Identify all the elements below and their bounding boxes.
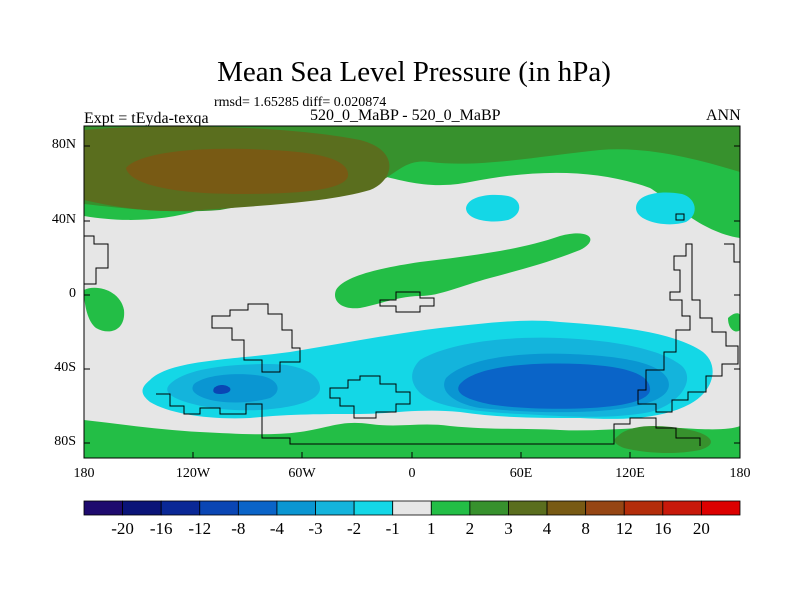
- colorbar-swatch: [276, 500, 316, 516]
- x-tick-label: 60E: [509, 466, 533, 481]
- comparison-label: 520_0_MaBP - 520_0_MaBP: [310, 107, 501, 124]
- contour-east-boundary-positive: [728, 313, 740, 332]
- colorbar-swatch: [237, 500, 278, 516]
- colorbar-swatch: [469, 500, 509, 516]
- colorbar-swatch: [315, 500, 355, 516]
- colorbar-label: 8: [581, 519, 590, 538]
- x-tick-label: 180: [729, 466, 751, 481]
- contour-southern-pacific-negative-3: [192, 374, 278, 403]
- coastline-south-continent: [156, 393, 701, 446]
- experiment-label: Expt = tEyda-texqa: [84, 110, 209, 127]
- x-tick-label: 120E: [615, 466, 645, 481]
- colorbar-swatch: [508, 500, 548, 516]
- coastline-tropical-island: [379, 291, 435, 313]
- colorbar-label: -8: [231, 519, 246, 538]
- colorbar-label: -16: [149, 519, 173, 538]
- coastlines: [84, 213, 740, 446]
- contour-west-pacific-positive: [84, 287, 125, 332]
- contour-tropical-positive: [335, 233, 591, 309]
- coastline-west-continent: [211, 303, 301, 373]
- colorbar-swatch: [546, 500, 587, 516]
- x-tick-marks: [83, 452, 741, 458]
- coastline-small-island: [675, 213, 685, 221]
- colorbar-label: 2: [465, 519, 475, 538]
- coastline-east-edge: [724, 243, 740, 263]
- colorbar-label: -4: [269, 519, 285, 538]
- colorbar-label: -20: [111, 519, 134, 538]
- season-label: ANN: [706, 107, 741, 124]
- colorbar-swatch: [83, 500, 123, 516]
- y-tick-label: 0: [69, 286, 76, 301]
- colorbar-swatch: [701, 500, 741, 516]
- colorbar-label: 16: [654, 519, 672, 538]
- x-tick-label: 0: [408, 466, 416, 481]
- colorbar-swatch: [430, 500, 471, 516]
- y-tick-label: 80N: [51, 137, 76, 152]
- colorbar-label: -3: [308, 519, 323, 538]
- colorbar-swatch: [585, 500, 625, 516]
- colorbar-swatch: [122, 500, 162, 516]
- contour-field: [84, 126, 740, 458]
- contour-antarctic-positive-band: [84, 420, 740, 458]
- colorbar-label: 12: [615, 519, 633, 538]
- contour-southern-negative-4: [458, 363, 651, 409]
- colorbar-swatch: [160, 500, 201, 516]
- x-tick-label: 120W: [175, 466, 211, 481]
- colorbar-swatch: [662, 500, 702, 516]
- rmsd-diff-stats: rmsd= 1.65285 diff= 0.020874: [214, 95, 387, 110]
- contour-north-atlantic-low: [466, 194, 520, 222]
- coastline-central-islands: [329, 375, 411, 419]
- colorbar-label: 20: [692, 519, 710, 538]
- y-tick-label: 80S: [54, 434, 76, 449]
- y-tick-label: 40N: [51, 212, 76, 227]
- colorbar-swatch: [623, 500, 664, 516]
- colorbar-swatch: [199, 500, 239, 516]
- y-tick-label: 40S: [54, 360, 76, 375]
- contour-north-pacific-low: [636, 192, 695, 225]
- map-title: Mean Sea Level Pressure (in hPa): [217, 56, 611, 88]
- colorbar-label: 4: [542, 519, 552, 538]
- contour-antarctic-positive-core: [614, 426, 711, 454]
- colorbar-label: -2: [347, 519, 362, 538]
- x-tick-label: 180: [73, 466, 95, 481]
- colorbar-swatch: [392, 500, 432, 516]
- colorbar-label: -1: [385, 519, 400, 538]
- contour-southern-low-center: [213, 385, 231, 394]
- colorbar: [83, 500, 741, 516]
- coastline-east-continent: [637, 243, 739, 413]
- colorbar-swatch: [353, 500, 394, 516]
- x-tick-label: 60W: [288, 466, 316, 481]
- colorbar-label: 1: [427, 519, 436, 538]
- contour-north-high-center: [126, 148, 349, 194]
- coastline-west-edge: [84, 235, 109, 285]
- y-tick-marks: [84, 145, 740, 444]
- colorbar-label: 3: [504, 519, 513, 538]
- colorbar-label: -12: [188, 519, 212, 538]
